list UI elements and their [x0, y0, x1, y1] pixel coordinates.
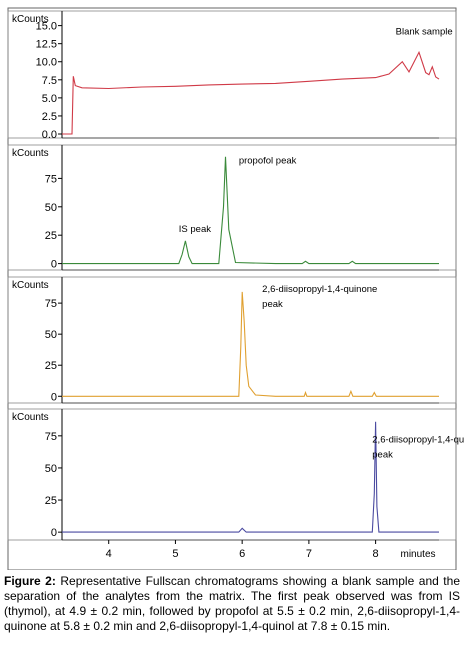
figure-caption-label: Figure 2: [4, 574, 56, 588]
y-axis-label: kCounts [12, 280, 49, 291]
y-tick-label: 2.5 [42, 111, 57, 123]
y-tick-label: 50 [45, 329, 57, 341]
panel-border [7, 408, 457, 541]
y-tick-label: 25 [45, 495, 57, 507]
y-tick-label: 50 [45, 463, 57, 475]
peak-annotation: peak [372, 450, 393, 461]
figure-frame [7, 7, 457, 570]
y-tick-label: 50 [45, 202, 57, 214]
peak-annotation: peak [262, 299, 283, 310]
y-tick-label: 25 [45, 360, 57, 372]
y-tick-label: 0.0 [42, 129, 57, 141]
y-tick-label: 75 [45, 431, 57, 443]
y-tick-label: 25 [45, 230, 57, 242]
y-tick-label: 5.0 [42, 93, 57, 105]
y-tick-label: 0 [51, 527, 57, 539]
chart-panel-1: kCounts 0.0 2.5 5.0 7.5 10.0 12.5 15.0 Blank sam… [7, 10, 457, 141]
panel-border [7, 144, 457, 271]
peak-annotation: propofol peak [239, 156, 297, 167]
panel-border [7, 276, 457, 404]
chart-panel-3: kCounts 0 25 50 75 2,6-diisopropyl-1,4-quinon… [7, 276, 457, 404]
y-tick-label: 7.5 [42, 75, 57, 87]
series-line [62, 156, 439, 265]
y-axis-label: kCounts [12, 148, 49, 159]
y-tick-label: 0 [51, 391, 57, 403]
y-tick-label: 0 [51, 259, 57, 271]
x-tick-label: 4 [106, 548, 112, 560]
y-tick-label: 12.5 [36, 39, 57, 51]
figure-caption: Figure 2: Representative Fullscan chroma… [4, 574, 460, 634]
x-tick-label: 5 [172, 548, 178, 560]
y-tick-label: 75 [45, 173, 57, 185]
peak-annotation: IS peak [179, 224, 211, 235]
y-tick-label: 15.0 [36, 21, 57, 33]
x-axis-label: minutes [400, 549, 435, 560]
y-tick-label: 10.0 [36, 57, 57, 69]
x-tick-label: 7 [306, 548, 312, 560]
y-axis-label: kCounts [12, 412, 49, 423]
series-line [62, 291, 439, 397]
chart-panel-4: kCounts02550752,6-diisopropyl-1,4-quinol… [7, 408, 464, 560]
figure-caption-text: Representative Fullscan chromatograms sh… [4, 574, 460, 633]
series-line [62, 421, 439, 533]
chart-panel-2: kCounts 0 25 50 75 IS peak propofol peak [7, 144, 457, 271]
y-tick-label: 75 [45, 298, 57, 310]
y-axis-label: kCounts [12, 14, 49, 25]
x-tick-label: 8 [373, 548, 379, 560]
peak-annotation: Blank sample [396, 26, 453, 37]
peak-annotation: 2,6-diisopropyl-1,4-quinone [262, 284, 377, 295]
chromatogram-figure: kCounts 0.0 2.5 5.0 7.5 10.0 12.5 15.0 Blank sam… [7, 7, 464, 570]
series-line [62, 50, 440, 135]
x-tick-label: 6 [239, 548, 245, 560]
peak-annotation: 2,6-diisopropyl-1,4-quinol [372, 434, 464, 445]
